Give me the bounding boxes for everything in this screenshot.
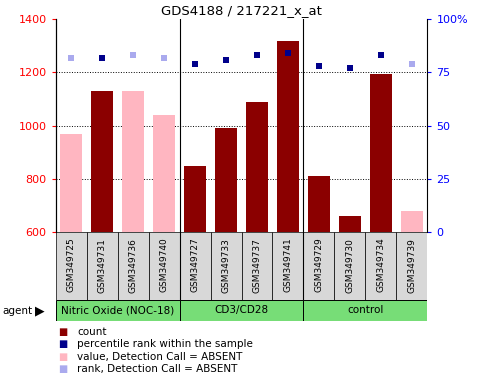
Text: GSM349740: GSM349740 bbox=[159, 238, 169, 293]
Bar bbox=[180, 300, 303, 321]
Bar bbox=[246, 102, 268, 232]
Bar bbox=[117, 232, 149, 300]
Text: ■: ■ bbox=[58, 364, 68, 374]
Title: GDS4188 / 217221_x_at: GDS4188 / 217221_x_at bbox=[161, 3, 322, 17]
Text: GSM349727: GSM349727 bbox=[190, 238, 199, 293]
Text: rank, Detection Call = ABSENT: rank, Detection Call = ABSENT bbox=[77, 364, 238, 374]
Bar bbox=[334, 232, 366, 300]
Text: ■: ■ bbox=[58, 327, 68, 337]
Bar bbox=[397, 232, 427, 300]
Bar bbox=[242, 232, 272, 300]
Bar bbox=[60, 134, 82, 232]
Text: GSM349741: GSM349741 bbox=[284, 238, 293, 293]
Bar bbox=[303, 232, 334, 300]
Text: GSM349736: GSM349736 bbox=[128, 238, 138, 293]
Text: agent: agent bbox=[2, 306, 32, 316]
Bar bbox=[215, 128, 237, 232]
Bar bbox=[149, 232, 180, 300]
Text: GSM349729: GSM349729 bbox=[314, 238, 324, 293]
Bar bbox=[370, 74, 392, 232]
Text: GSM349733: GSM349733 bbox=[222, 238, 230, 293]
Text: percentile rank within the sample: percentile rank within the sample bbox=[77, 339, 253, 349]
Text: value, Detection Call = ABSENT: value, Detection Call = ABSENT bbox=[77, 352, 242, 362]
Bar bbox=[91, 91, 113, 232]
Text: control: control bbox=[347, 305, 384, 315]
Text: GSM349731: GSM349731 bbox=[98, 238, 107, 293]
Bar bbox=[122, 91, 144, 232]
Text: ■: ■ bbox=[58, 352, 68, 362]
Text: ▶: ▶ bbox=[35, 305, 44, 318]
Text: CD3/CD28: CD3/CD28 bbox=[214, 305, 269, 315]
Bar bbox=[366, 232, 397, 300]
Bar bbox=[308, 176, 330, 232]
Bar bbox=[184, 166, 206, 232]
Bar bbox=[56, 300, 180, 321]
Bar bbox=[180, 232, 211, 300]
Bar bbox=[86, 232, 117, 300]
Bar bbox=[153, 115, 175, 232]
Bar bbox=[56, 232, 86, 300]
Text: count: count bbox=[77, 327, 107, 337]
Text: Nitric Oxide (NOC-18): Nitric Oxide (NOC-18) bbox=[61, 305, 174, 315]
Text: GSM349734: GSM349734 bbox=[376, 238, 385, 293]
Bar bbox=[401, 211, 423, 232]
Bar bbox=[272, 232, 303, 300]
Text: GSM349730: GSM349730 bbox=[345, 238, 355, 293]
Text: GSM349725: GSM349725 bbox=[67, 238, 75, 293]
Bar bbox=[211, 232, 242, 300]
Bar bbox=[339, 216, 361, 232]
Bar bbox=[277, 41, 299, 232]
Text: GSM349739: GSM349739 bbox=[408, 238, 416, 293]
Text: GSM349737: GSM349737 bbox=[253, 238, 261, 293]
Text: ■: ■ bbox=[58, 339, 68, 349]
Bar bbox=[303, 300, 427, 321]
